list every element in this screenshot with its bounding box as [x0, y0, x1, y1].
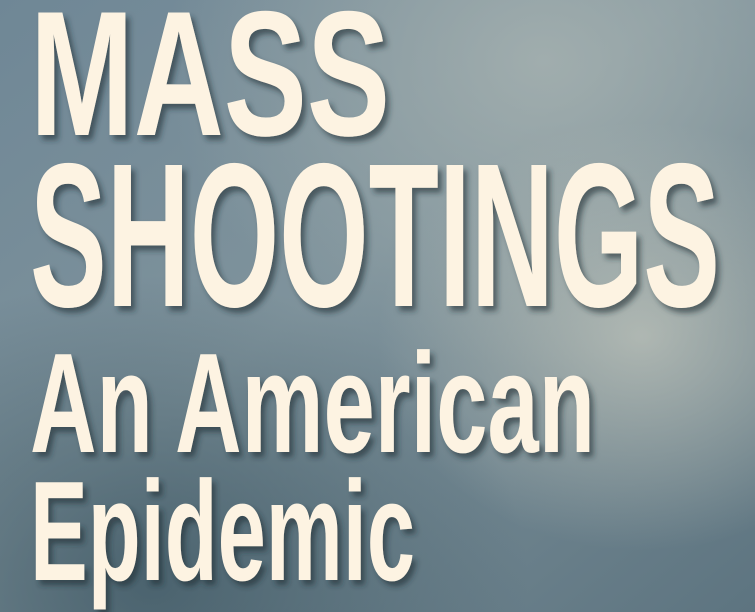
- title-line: SHOOTINGS: [30, 121, 720, 350]
- cover: MASS SHOOTINGS An American Epidemic: [0, 0, 755, 612]
- page: MASS SHOOTINGS An American Epidemic (() …: [0, 0, 755, 612]
- subtitle-line: Epidemic: [30, 452, 415, 611]
